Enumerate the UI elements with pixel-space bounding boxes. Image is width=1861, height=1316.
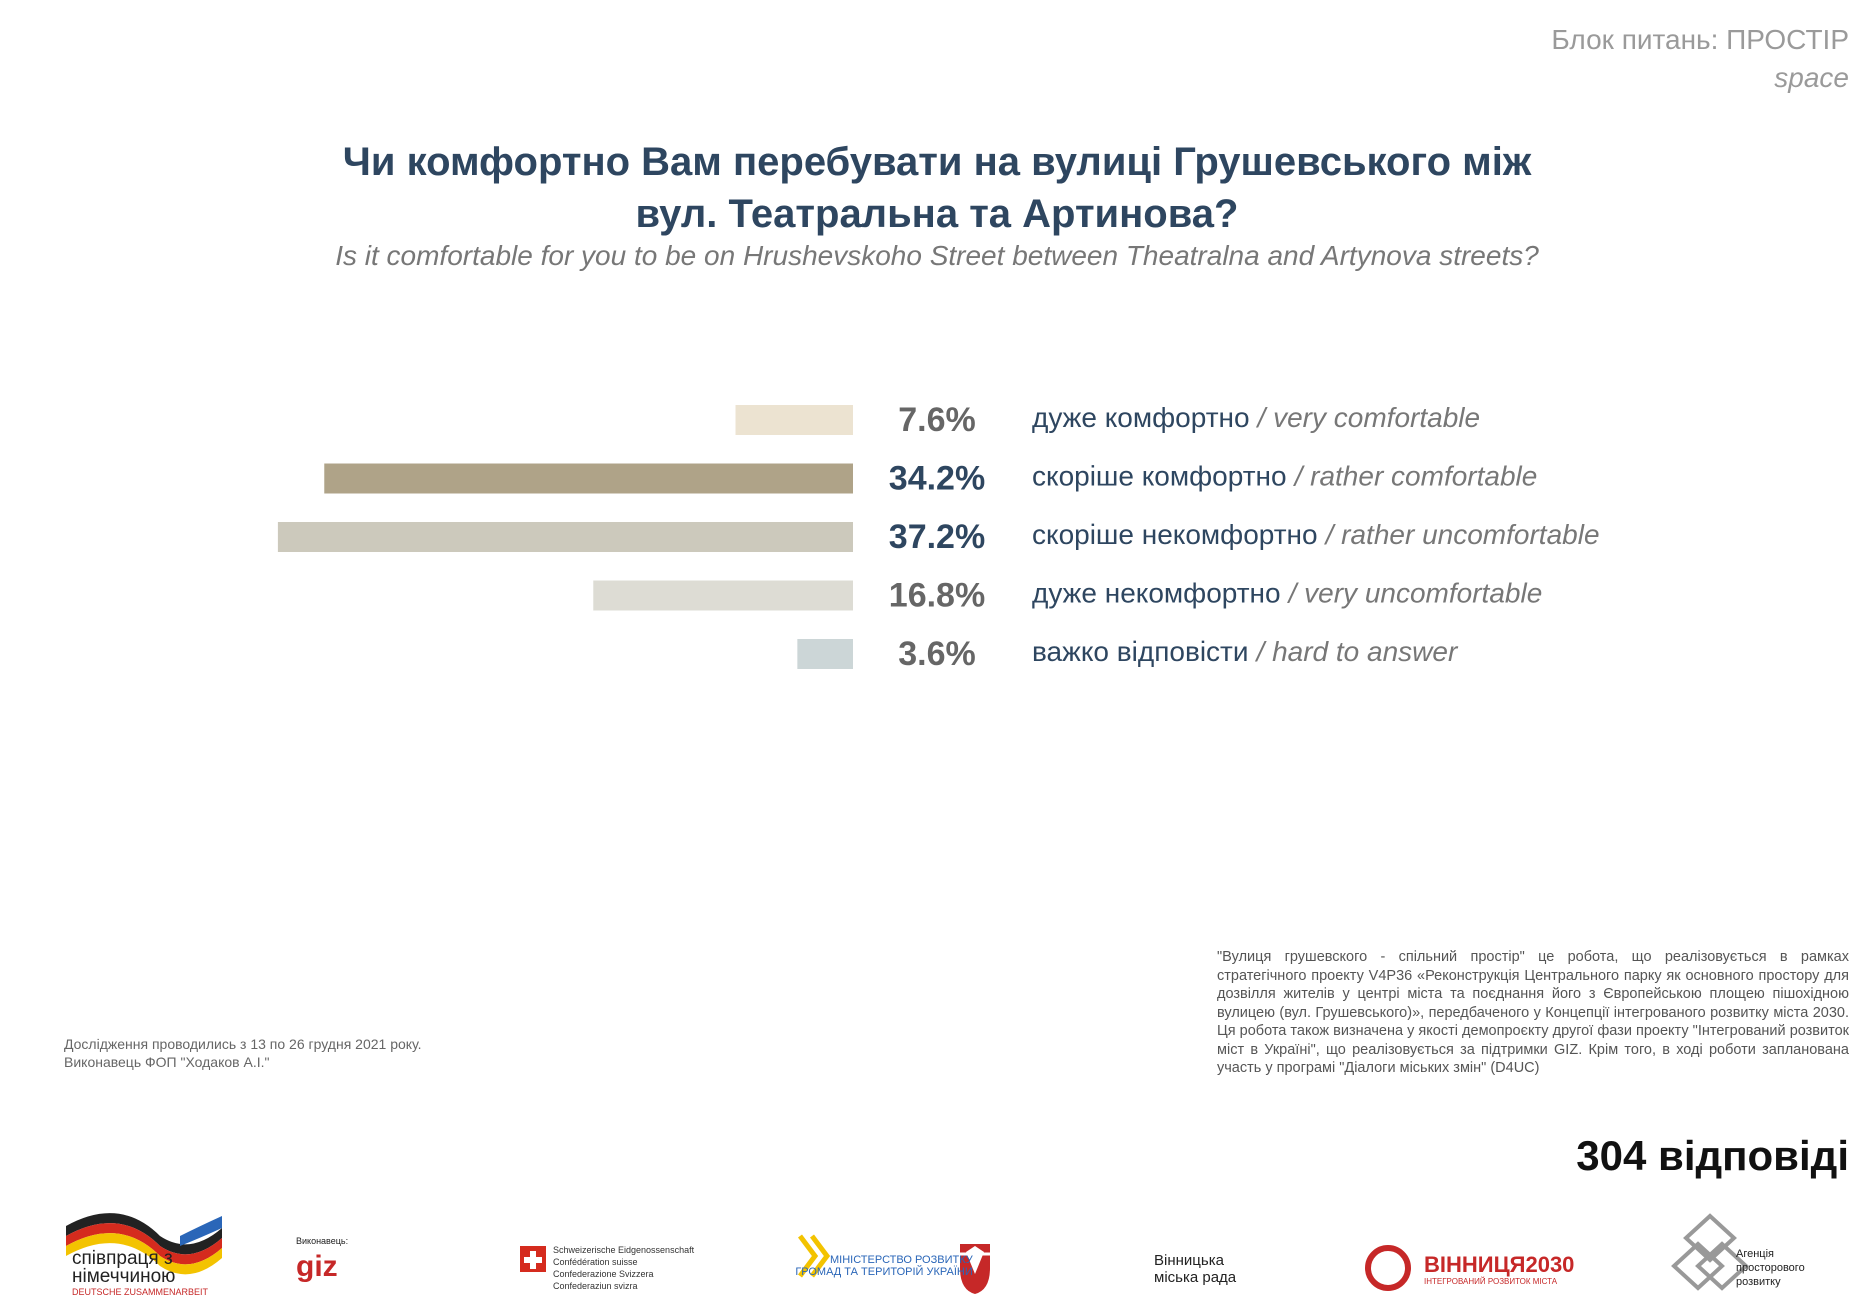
category-translation: / very comfortable bbox=[1256, 402, 1481, 433]
bar bbox=[277, 522, 853, 552]
logo-text: giz bbox=[296, 1250, 338, 1283]
value-label: 34.2% bbox=[889, 459, 985, 497]
category-label: дуже некомфортно bbox=[1032, 578, 1281, 609]
category-label: дуже комфортно bbox=[1032, 402, 1250, 433]
bar bbox=[593, 580, 853, 611]
category-label: скоріше некомфортно / rather uncomfortabl… bbox=[1032, 519, 1600, 550]
category-translation: / very uncomfortable bbox=[1287, 578, 1543, 609]
subtitle: Is it comfortable for you to be on Hrush… bbox=[335, 240, 1539, 271]
category-label: скоріше комфортно / rather comfortable bbox=[1032, 461, 1537, 492]
logo-text: Вінницька bbox=[1154, 1252, 1224, 1269]
logo-text: розвитку bbox=[1736, 1276, 1781, 1288]
logo-text: міська рада bbox=[1154, 1269, 1237, 1286]
category-label: дуже некомфортно / very uncomfortable bbox=[1032, 578, 1542, 609]
value-label: 7.6% bbox=[898, 401, 976, 439]
logo-text: Schweizerische Eidgenossenschaft Confédér… bbox=[553, 1244, 713, 1292]
logo-text: Schweizerische Eidgenossenschaft bbox=[553, 1245, 695, 1255]
category-label: скоріше некомфортно bbox=[1032, 519, 1318, 550]
block-label: Блок питань: ПРОСТІР bbox=[1551, 24, 1849, 55]
responses: 304 відповіді bbox=[1576, 1132, 1849, 1179]
value-label: 3.6% bbox=[898, 635, 976, 673]
logo-text: співпраця з bbox=[72, 1248, 173, 1269]
logo-text: Confédération suisse bbox=[553, 1257, 638, 1267]
value-label: 37.2% bbox=[889, 518, 985, 556]
footnote: Дослідження проводились з 13 по 26 грудн… bbox=[64, 1036, 422, 1052]
logo-text: Confederazione Svizzera bbox=[553, 1269, 654, 1279]
logos bbox=[66, 1213, 1749, 1294]
category-translation: / rather uncomfortable bbox=[1324, 519, 1600, 550]
logo-text: німеччиною bbox=[72, 1266, 176, 1287]
title: вул. Театральна та Артинова? bbox=[635, 192, 1239, 236]
bar bbox=[797, 639, 853, 669]
description: "Вулиця грушевского - спільний простір" … bbox=[1217, 949, 1849, 1076]
logo-text: ГРОМАД ТА ТЕРИТОРІЙ УКРАЇНИ bbox=[795, 1266, 973, 1278]
bar bbox=[324, 463, 853, 494]
logo-text: ІНТЕГРОВАНИЙ РОЗВИТОК МІСТА bbox=[1424, 1277, 1558, 1286]
logo-text: Агенція bbox=[1736, 1248, 1775, 1260]
logo-text: ВІННИЦЯ2030 bbox=[1424, 1252, 1575, 1277]
bar bbox=[735, 405, 853, 435]
logo-text: МІНІСТЕРСТВО РОЗВИТКУ ГРОМАД ТА ТЕРИТОРІЙ… bbox=[795, 1254, 973, 1278]
category-label: дуже комфортно / very comfortable bbox=[1032, 402, 1480, 433]
logo-text: DEUTSCHE ZUSAMMENARBEIT bbox=[72, 1287, 209, 1297]
category-label: важко відповісти bbox=[1032, 636, 1249, 667]
category-translation: / rather comfortable bbox=[1293, 461, 1538, 492]
logo-text: МІНІСТЕРСТВО РОЗВИТКУ bbox=[830, 1254, 973, 1266]
logo-text: просторового bbox=[1736, 1262, 1805, 1274]
logo-text: Confederaziun svizra bbox=[553, 1281, 638, 1291]
block-label-en: space bbox=[1774, 62, 1849, 93]
logo-text: Виконавець: bbox=[296, 1236, 349, 1246]
category-label: важко відповісти / hard to answer bbox=[1032, 636, 1459, 667]
title: Чи комфортно Вам перебувати на вулиці Гр… bbox=[342, 140, 1532, 184]
value-label: 16.8% bbox=[889, 576, 985, 614]
category-translation: / hard to answer bbox=[1255, 636, 1459, 667]
logo-text: Вінницька міська рада bbox=[1154, 1252, 1236, 1286]
logo-text: Агенція просторового розвитку bbox=[1736, 1247, 1805, 1289]
category-label: скоріше комфортно bbox=[1032, 461, 1287, 492]
footnote: Виконавець ФОП "Ходаков А.І." bbox=[64, 1054, 270, 1070]
chart: 7.6% дуже комфортно / very comfortable 34.2… bbox=[277, 401, 1600, 673]
